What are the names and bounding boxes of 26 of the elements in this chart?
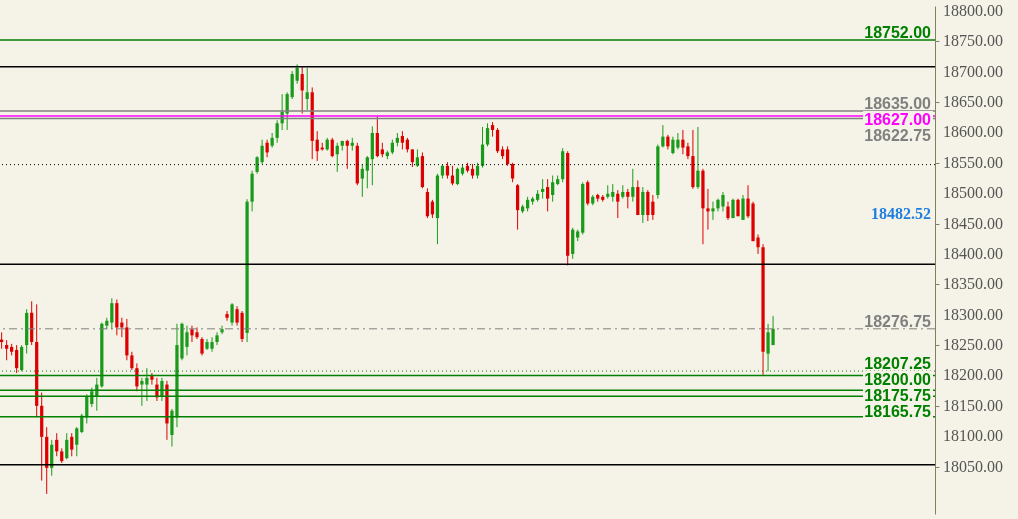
ref-line-label: 18200.00 (864, 371, 932, 389)
ref-line-label: 18627.00 (864, 111, 932, 129)
y-tick-label: 18400.00 (943, 244, 1003, 262)
ref-line-label: 18175.75 (864, 387, 932, 405)
y-tick-label: 18800.00 (943, 1, 1003, 19)
y-tick-label: 18550.00 (943, 153, 1003, 171)
annotation: 18482.52 (871, 205, 931, 222)
y-tick-label: 18050.00 (943, 457, 1003, 475)
y-tick-label: 18450.00 (943, 214, 1003, 232)
y-tick-label: 18200.00 (943, 366, 1003, 384)
y-tick-label: 18500.00 (943, 184, 1003, 202)
y-tick-label: 18150.00 (943, 396, 1003, 414)
ref-line-label: 18622.75 (864, 127, 932, 145)
y-tick-label: 18650.00 (943, 93, 1003, 111)
ref-line-label: 18752.00 (864, 24, 932, 42)
ref-line-label: 18207.25 (864, 355, 932, 373)
ref-line-label: 18165.75 (864, 403, 932, 421)
y-tick-label: 18100.00 (943, 427, 1003, 445)
y-tick-label: 18250.00 (943, 336, 1003, 354)
y-tick-label: 18300.00 (943, 305, 1003, 323)
y-tick-label: 18350.00 (943, 275, 1003, 293)
y-tick-label: 18600.00 (943, 123, 1003, 141)
ref-line-label: 18635.00 (864, 95, 932, 113)
y-tick-label: 18700.00 (943, 62, 1003, 80)
y-tick-label: 18750.00 (943, 32, 1003, 50)
ref-line-label: 18276.75 (864, 312, 932, 330)
